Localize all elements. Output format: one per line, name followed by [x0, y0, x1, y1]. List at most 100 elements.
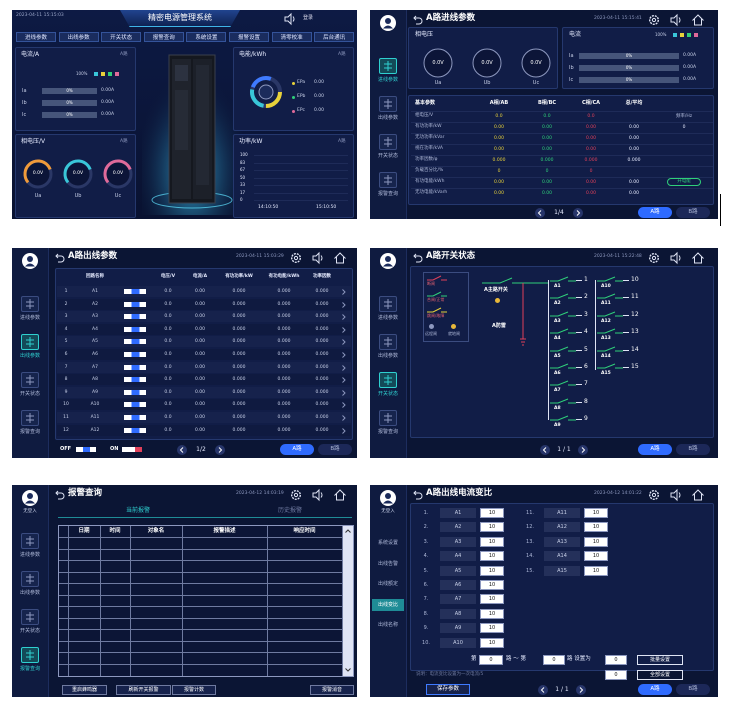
- row-toggle[interactable]: [124, 415, 146, 420]
- toggle-legend: OFF: [60, 446, 72, 452]
- route-b-button[interactable]: B路: [676, 684, 710, 695]
- nav-label[interactable]: 报警查询: [19, 666, 40, 672]
- nav-tab[interactable]: 进线参数: [16, 32, 56, 42]
- route-a-button[interactable]: A路: [638, 444, 672, 455]
- ratio-input[interactable]: 10: [584, 551, 608, 562]
- icon-part: [472, 48, 502, 78]
- route-a-button[interactable]: A路: [638, 207, 672, 218]
- icon-part: [535, 208, 545, 218]
- alarm-tab[interactable]: 历史报警: [277, 507, 302, 514]
- output-switch: [550, 276, 576, 282]
- alarm-tab[interactable]: 当前报警: [125, 507, 150, 514]
- row-toggle[interactable]: [124, 389, 146, 395]
- ratio-input[interactable]: 10: [480, 623, 504, 634]
- row-value: 0.00: [194, 314, 206, 320]
- route-b-button[interactable]: B路: [318, 444, 352, 455]
- row-value: 0.000: [232, 402, 246, 408]
- column-header: 时间: [109, 528, 121, 534]
- nav-tab[interactable]: 清零校准: [271, 32, 312, 42]
- nav-label[interactable]: 进线参数: [377, 315, 398, 321]
- row-index: 12: [63, 427, 69, 433]
- ratio-input[interactable]: 10: [480, 551, 504, 562]
- output-line: [623, 280, 629, 281]
- nav-label[interactable]: 开关状态: [19, 391, 40, 397]
- nav-label[interactable]: 出线参数: [377, 353, 398, 359]
- ratio-input[interactable]: 10: [480, 565, 504, 576]
- nav-label[interactable]: 出线参数: [377, 115, 398, 121]
- row-index: 9: [64, 389, 68, 395]
- row-toggle[interactable]: [124, 289, 146, 294]
- ratio-input[interactable]: 10: [480, 580, 504, 590]
- nav-item[interactable]: 出线名称: [377, 622, 398, 628]
- batch-from[interactable]: 0: [479, 655, 503, 665]
- save-button[interactable]: 保存参数: [426, 684, 470, 695]
- nav-tab[interactable]: 系统设置: [186, 32, 227, 42]
- row-index: 5: [64, 339, 68, 345]
- output-line: [576, 419, 582, 421]
- nav-label[interactable]: 进线参数: [19, 315, 40, 321]
- batch-value[interactable]: 0: [605, 655, 627, 665]
- nav-tab[interactable]: 开关状态: [101, 32, 142, 42]
- nav-label[interactable]: 报警查询: [377, 429, 398, 435]
- nav-tab[interactable]: 出线参数: [58, 32, 99, 42]
- ratio-input[interactable]: 10: [480, 637, 504, 648]
- nav-label[interactable]: 开关状态: [377, 153, 398, 159]
- nav-item[interactable]: 出线额定: [377, 581, 398, 587]
- icon-part: [648, 14, 660, 26]
- all-button[interactable]: 全部设置: [637, 670, 683, 680]
- phase-label: Ia: [22, 88, 27, 94]
- nav-label[interactable]: 出线参数: [19, 590, 40, 596]
- row-line: [59, 548, 342, 550]
- ratio-input[interactable]: 10: [584, 565, 608, 576]
- nav-item[interactable]: 出线告警: [377, 560, 398, 567]
- output-switch: [597, 276, 623, 282]
- route-a-button[interactable]: A路: [638, 684, 672, 695]
- nav-tab[interactable]: 报警设置: [229, 32, 269, 42]
- all-value[interactable]: 0: [605, 670, 627, 680]
- action-button[interactable]: 刷新开关报警: [116, 685, 171, 695]
- nav-label[interactable]: 进线参数: [19, 552, 40, 558]
- row-name: A2: [440, 522, 476, 533]
- output-label: A15: [601, 371, 611, 376]
- row-toggle[interactable]: [124, 402, 146, 408]
- action-button[interactable]: 重启蜂鸣器: [62, 685, 107, 695]
- row-toggle[interactable]: [124, 427, 146, 433]
- action-button[interactable]: 报警消音: [310, 685, 354, 695]
- batch-to[interactable]: 0: [543, 655, 565, 665]
- row-toggle[interactable]: [124, 364, 146, 370]
- icon-part: [573, 208, 583, 218]
- ratio-input[interactable]: 10: [480, 522, 504, 533]
- nav-label[interactable]: 开关状态: [19, 628, 40, 634]
- ratio-input[interactable]: 10: [480, 508, 504, 518]
- batch-button[interactable]: 批量设置: [637, 655, 683, 665]
- nav-label[interactable]: 报警查询: [19, 429, 40, 435]
- nav-label[interactable]: 进线参数: [377, 77, 398, 83]
- row-toggle[interactable]: [124, 301, 146, 307]
- nav-label[interactable]: 报警查询: [377, 191, 398, 197]
- ratio-input[interactable]: 10: [480, 594, 504, 605]
- nav-label[interactable]: 开关状态: [377, 391, 398, 397]
- row-toggle[interactable]: [124, 339, 146, 345]
- row-toggle[interactable]: [124, 377, 146, 383]
- icon-part: [648, 489, 660, 501]
- route-b-button[interactable]: B路: [676, 207, 710, 218]
- route-a-button[interactable]: A路: [280, 444, 314, 455]
- nav-label[interactable]: 出线参数: [19, 353, 40, 359]
- energy-button[interactable]: 开电能: [667, 178, 701, 186]
- row-toggle[interactable]: [124, 314, 146, 320]
- route-b-button[interactable]: B路: [676, 444, 710, 455]
- ratio-input[interactable]: 10: [480, 608, 504, 619]
- nav-item[interactable]: 出线变比: [372, 598, 404, 611]
- ratio-input[interactable]: 10: [584, 536, 608, 547]
- row-toggle[interactable]: [124, 326, 146, 332]
- nav-item[interactable]: 系统设置: [377, 540, 398, 546]
- ratio-input[interactable]: 10: [584, 508, 608, 518]
- nav-tab[interactable]: 报警查询: [143, 32, 184, 42]
- ratio-input[interactable]: 10: [480, 536, 504, 547]
- ratio-input[interactable]: 10: [584, 522, 608, 533]
- icon-part: [576, 210, 581, 216]
- nav-tab[interactable]: 后台通讯: [314, 32, 355, 42]
- row-toggle[interactable]: [124, 352, 146, 357]
- action-button[interactable]: 报警计数: [172, 685, 216, 695]
- current-value: 0.00A: [683, 53, 697, 58]
